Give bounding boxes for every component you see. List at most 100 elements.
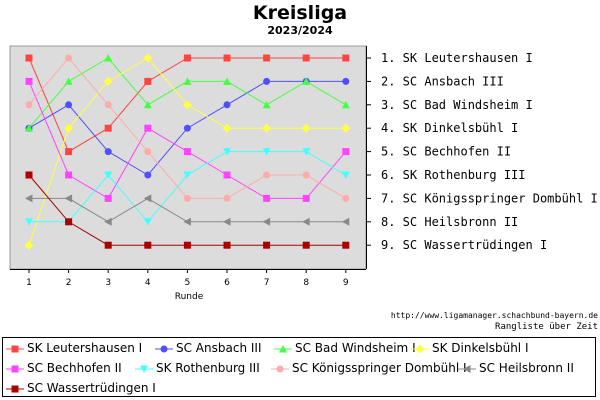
triangle-marker [183,77,192,85]
square-marker [144,241,152,249]
legend-label: SC Königsspringer Dombühl I [292,361,467,375]
square-marker [183,241,191,249]
ranking-label: 4. SK Dinkelsbühl I [381,121,518,135]
legend-label: SK Leutershausen I [27,341,143,355]
square-marker [144,124,152,132]
triangle-left-marker [104,217,112,226]
circle-marker [302,171,310,179]
triangle-marker [25,124,33,132]
square-marker [263,194,271,202]
triangle-down-marker [262,148,271,156]
series [25,54,350,156]
legend-swatch [6,385,24,393]
square-marker [302,194,310,202]
legend-label: SC Ansbach III [176,341,262,355]
legend-swatch [6,345,24,353]
triangle-marker [104,54,113,62]
x-tick-label: 8 [303,278,309,288]
diamond-marker [341,123,351,133]
square-marker [223,171,231,179]
square-marker [65,148,73,156]
ranking-label: 2. SC Ansbach III [381,74,504,88]
triangle-left-marker [143,194,152,203]
x-tick-label: 2 [66,278,72,288]
triangle-down-marker [341,171,350,179]
square-marker [183,54,191,62]
series [25,54,350,202]
square-marker [65,218,73,226]
square-marker [104,194,112,202]
square-marker [342,241,350,249]
legend-swatch [274,345,292,353]
triangle-marker [279,345,287,353]
square-marker [25,171,33,179]
x-tick-label: 1 [26,278,32,288]
circle-marker [104,101,112,109]
ranking-label: 8. SC Heilsbronn II [381,215,518,229]
triangle-marker [223,77,231,85]
triangle-down-marker [104,171,113,179]
ranking-label: 9. SC Wassertrüdingen I [381,238,547,252]
triangle-down-marker [223,148,231,156]
square-marker [144,77,152,85]
triangle-down-marker [183,171,192,179]
triangle-marker [341,100,350,109]
triangle-left-marker [302,217,310,226]
diamond-marker [182,100,192,110]
diamond-marker [415,344,425,354]
legend-swatch [411,344,429,354]
circle-marker [223,101,231,109]
square-marker [263,54,271,62]
square-marker [25,54,33,62]
x-tick-label: 7 [264,278,270,288]
circle-marker [223,194,231,202]
circle-marker [342,77,350,85]
legend-swatch [458,365,476,373]
circle-marker [65,54,73,62]
triangle-left-marker [183,217,191,226]
square-marker [302,241,310,249]
triangle-left-marker [463,365,471,373]
diamond-marker [24,240,34,250]
legend-label: SC Wassertrüdingen I [27,381,156,395]
square-marker [223,241,231,249]
chart-subtitle: 2023/2024 [267,24,333,37]
triangle-left-marker [341,217,350,226]
series [25,77,350,202]
chart-title: Kreisliga [252,2,348,24]
circle-marker [276,365,284,373]
legend-label: SC Bad Windsheim I [295,341,416,355]
x-tick-label: 9 [343,278,349,288]
diamond-marker [222,123,232,133]
triangle-down-marker [143,218,152,226]
triangle-marker [302,77,311,85]
series [25,194,350,226]
circle-marker [342,194,350,202]
chart-canvas: 1 2 3 4 5 6 7 8 9 Runde 1. SK Leutershausen I 2. SC… [9,45,598,302]
square-marker [11,365,19,373]
ranking-axis: 1. SK Leutershausen I 2. SC Ansbach III 3.… [366,46,598,269]
x-axis-label: Runde [175,292,204,302]
triangle-down-marker [25,218,33,226]
circle-marker [263,77,271,85]
series [25,171,350,249]
square-marker [11,385,19,393]
source-url[interactable]: http://www.ligamanager.schachbund-bayern… [390,311,598,320]
chart-caption: Rangliste über Zeit [495,322,598,332]
circle-marker [160,345,168,353]
diamond-marker [64,123,74,133]
x-tick-label: 3 [105,278,111,288]
diamond-marker [301,123,311,133]
circle-marker [183,194,191,202]
triangle-down-marker [140,365,148,373]
x-tick-label: 4 [145,278,151,288]
square-marker [11,345,19,353]
square-marker [183,148,191,156]
diamond-marker [262,123,272,133]
legend-label: SC Heilsbronn II [479,361,574,375]
legend-swatch [155,345,173,353]
legend-swatch [135,365,153,373]
series [24,53,351,250]
square-marker [302,54,310,62]
circle-marker [263,171,271,179]
